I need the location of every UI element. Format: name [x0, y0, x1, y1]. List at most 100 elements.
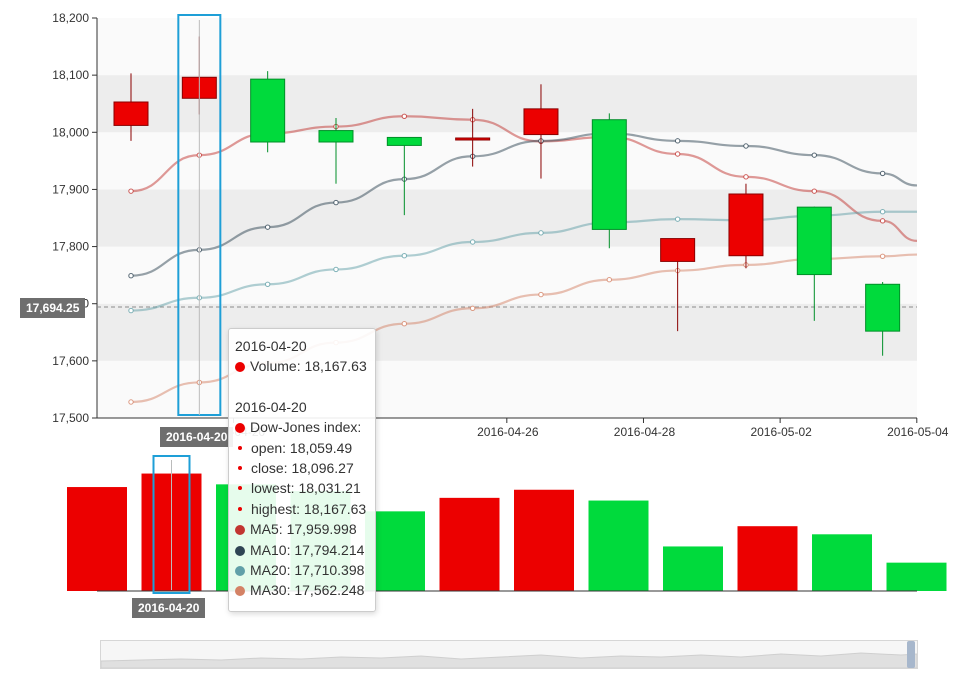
- ma-point: [538, 230, 544, 236]
- ma-point: [811, 152, 817, 158]
- candle-body: [250, 78, 286, 143]
- ma-point: [469, 239, 476, 245]
- candle-body: [523, 108, 559, 136]
- ma-point: [811, 188, 817, 194]
- ma5-dot-icon: [235, 525, 245, 536]
- ma-point: [743, 143, 749, 149]
- volume-bar: [886, 562, 947, 591]
- volume-bar: [588, 500, 649, 591]
- y-tick-label: 18,000: [52, 125, 89, 139]
- tooltip-close-row: close: 18,096.27: [235, 458, 369, 478]
- kline-dot-icon: [235, 423, 245, 434]
- tooltip-ma20: MA20: 17,710.398: [250, 562, 365, 579]
- x-tick-label: 2016-04-26: [477, 425, 539, 439]
- crosshair-x-label-main: 2016-04-20: [160, 427, 234, 447]
- tooltip-ma10-row: MA10: 17,794.214: [235, 540, 369, 560]
- volume-bar: [439, 497, 500, 591]
- candle-body: [660, 238, 696, 262]
- x-tick-label: 2016-04-28: [614, 425, 676, 439]
- volume-bar: [812, 534, 872, 591]
- bullet-icon: [238, 506, 242, 511]
- tooltip-ma20-row: MA20: 17,710.398: [235, 560, 369, 580]
- ma-point: [469, 305, 476, 311]
- ma-point: [879, 218, 886, 224]
- ma-point: [879, 253, 886, 259]
- ma-point: [879, 209, 886, 215]
- tooltip-highest-row: highest: 18,167.63: [235, 499, 369, 519]
- ma-point: [128, 188, 134, 194]
- tooltip-volume-date: 2016-04-20: [235, 338, 307, 354]
- candle-body: [796, 206, 832, 276]
- crosshair-x-label-volume: 2016-04-20: [132, 598, 206, 618]
- ma-point: [264, 224, 271, 230]
- volume-bar: [514, 489, 574, 591]
- candle-body: [865, 283, 901, 332]
- tooltip-close: close: 18,096.27: [251, 460, 354, 477]
- bullet-icon: [238, 445, 242, 450]
- tooltip-ma5-row: MA5: 17,959.998: [235, 519, 369, 539]
- crosshair-y-label: 17,694.25: [20, 298, 86, 318]
- ma-point: [264, 281, 271, 287]
- volume-bar: [663, 546, 723, 591]
- bullet-icon: [238, 486, 242, 491]
- volume-bar: [67, 487, 127, 591]
- candle-body: [591, 119, 627, 230]
- ma-point: [333, 266, 339, 273]
- tooltip-ma5: MA5: 17,959.998: [250, 521, 357, 538]
- y-tick-label: 18,200: [52, 11, 89, 25]
- ma-point: [333, 199, 339, 206]
- tooltip-open-row: open: 18,059.49: [235, 438, 369, 458]
- volume-bar: [737, 526, 798, 591]
- candle-body: [113, 101, 149, 126]
- y-tick-label: 18,100: [52, 68, 89, 82]
- candle-body: [318, 130, 354, 143]
- ma-point: [674, 216, 681, 222]
- tooltip-open: open: 18,059.49: [251, 439, 353, 456]
- bullet-icon: [238, 466, 242, 471]
- tooltip-kline-title: Dow-Jones index:: [250, 419, 362, 436]
- y-tick-label: 17,600: [52, 354, 89, 368]
- ma-point: [128, 273, 134, 279]
- candle-body: [386, 136, 422, 146]
- volume-highlight-box: [152, 455, 191, 594]
- tooltip-highest: highest: 18,167.63: [251, 500, 367, 517]
- x-tick-label: 2016-05-02: [750, 425, 812, 439]
- tooltip-ma30: MA30: 17,562.248: [250, 582, 365, 599]
- ma-point: [743, 174, 749, 180]
- datazoom-handle-right[interactable]: [907, 641, 915, 668]
- volume-dot-icon: [235, 362, 245, 373]
- ma-point: [879, 170, 886, 177]
- datazoom-slider[interactable]: [100, 640, 918, 669]
- grid-band: [97, 75, 917, 133]
- ma-point: [674, 151, 681, 157]
- ma10-dot-icon: [235, 545, 245, 556]
- x-tick-label: 2016-05-04: [887, 425, 949, 439]
- candle-body: [728, 193, 764, 257]
- ma-point: [674, 138, 681, 144]
- ma-point: [401, 321, 408, 327]
- tooltip-ma30-row: MA30: 17,562.248: [235, 580, 369, 600]
- y-tick-label: 17,900: [52, 182, 89, 196]
- tooltip-lowest-row: lowest: 18,031.21: [235, 478, 369, 498]
- datazoom-preview: [100, 652, 918, 669]
- grid-band: [97, 132, 917, 190]
- y-tick-label: 17,500: [52, 411, 89, 425]
- ma-point: [606, 277, 613, 283]
- ma-point: [401, 253, 408, 259]
- ma-point: [401, 113, 408, 119]
- y-tick-label: 17,800: [52, 240, 89, 254]
- tooltip-ma10: MA10: 17,794.214: [250, 541, 365, 558]
- tooltip-kline-title-row: Dow-Jones index:: [235, 417, 369, 437]
- tooltip-volume-value: Volume: 18,167.63: [250, 358, 367, 375]
- candle-body: [455, 137, 491, 141]
- tooltip-volume-row: Volume: 18,167.63: [235, 356, 369, 376]
- ma20-dot-icon: [235, 566, 245, 577]
- tooltip-lowest: lowest: 18,031.21: [251, 480, 361, 497]
- tooltip: 2016-04-20 Volume: 18,167.63 2016-04-20 …: [228, 328, 376, 612]
- grid-band: [97, 18, 917, 76]
- ma30-dot-icon: [235, 586, 245, 597]
- ma-point: [128, 399, 134, 405]
- grid-band: [97, 246, 917, 304]
